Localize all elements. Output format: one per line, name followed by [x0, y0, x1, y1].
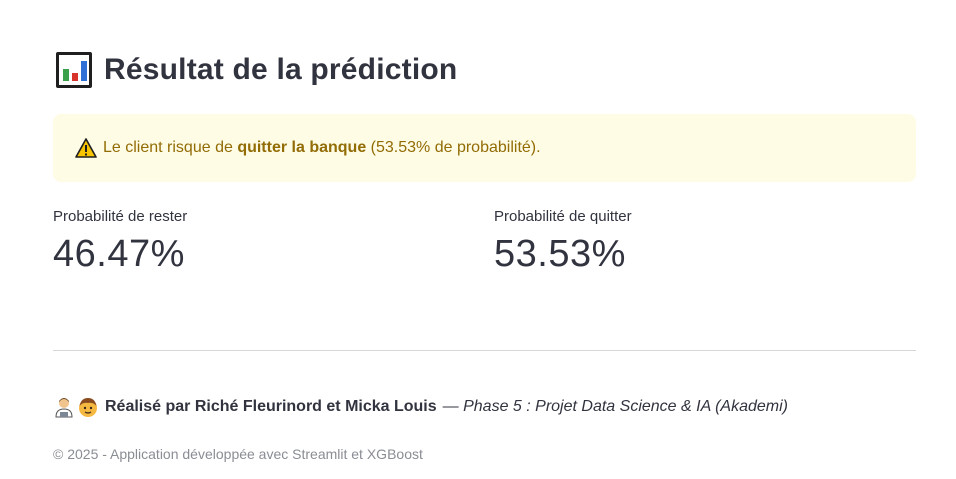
- metric-quit: Probabilité de quitter 53.53%: [494, 208, 632, 276]
- title-row: Résultat de la prédiction: [56, 52, 457, 88]
- bar-chart-icon: [56, 52, 92, 88]
- warning-text-before: Le client risque de: [103, 139, 233, 156]
- credits-line: Réalisé par Riché Fleurinord et Micka Lo…: [53, 396, 788, 418]
- man-technologist-icon: [55, 398, 73, 418]
- metric-quit-value: 53.53%: [494, 233, 626, 275]
- page-title: Résultat de la prédiction: [104, 53, 458, 86]
- metric-stay-label: Probabilité de rester: [53, 208, 188, 225]
- divider: [53, 350, 916, 351]
- warning-text-after: (53.53% de probabilité).: [370, 139, 541, 156]
- metric-stay: Probabilité de rester 46.47%: [53, 208, 187, 276]
- footer-note: © 2025 - Application développée avec Str…: [53, 446, 423, 462]
- warning-text: Le client risque de quitter la banque (5…: [103, 139, 541, 157]
- credits-separator: —: [442, 398, 459, 415]
- boy-face-icon: [79, 398, 97, 417]
- warning-alert: Le client risque de quitter la banque (5…: [53, 114, 916, 182]
- metric-stay-value: 46.47%: [53, 233, 185, 275]
- warning-icon: [75, 138, 97, 158]
- credits-authors: Réalisé par Riché Fleurinord et Micka Lo…: [105, 398, 437, 415]
- credits-project: — Phase 5 : Projet Data Science & IA (Ak…: [443, 398, 788, 416]
- credits-project-name: Phase 5 : Projet Data Science & IA (Akad…: [463, 398, 788, 415]
- metric-quit-label: Probabilité de quitter: [494, 208, 632, 225]
- warning-text-bold: quitter la banque: [237, 139, 367, 156]
